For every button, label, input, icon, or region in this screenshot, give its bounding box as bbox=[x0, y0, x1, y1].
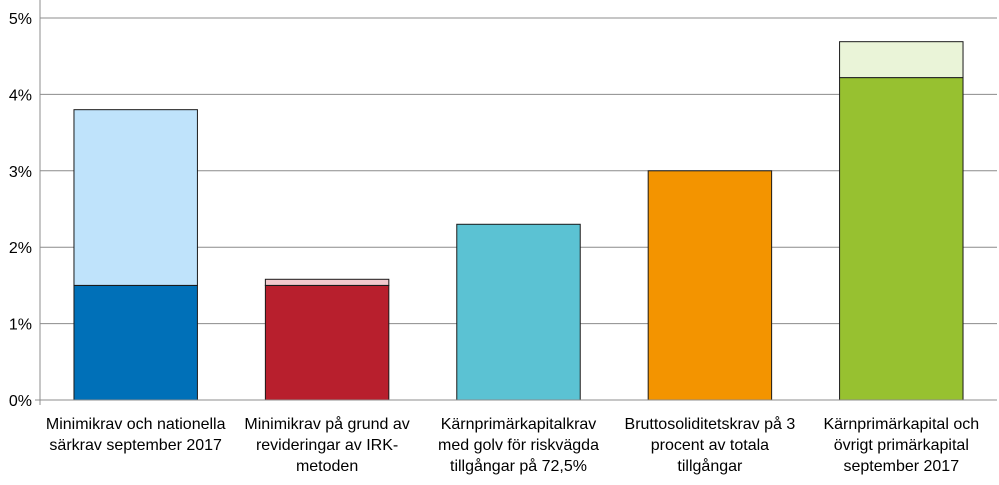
y-tick-label: 3% bbox=[9, 164, 32, 181]
x-category-label: Bruttosoliditetskrav på 3 procent av tota… bbox=[625, 415, 796, 475]
y-tick-label: 5% bbox=[9, 11, 32, 28]
bar-top-segment bbox=[839, 41, 964, 79]
bar-base-segment bbox=[456, 223, 581, 401]
bar-base-segment bbox=[264, 284, 390, 401]
y-tick-label: 2% bbox=[9, 240, 32, 257]
bar-base-segment bbox=[839, 77, 964, 401]
bar-top-segment bbox=[264, 278, 390, 286]
bar-base-segment bbox=[647, 170, 773, 401]
y-tick-label: 4% bbox=[9, 87, 32, 104]
x-category-label: Kärnprimärkapital och övrigt primärkapita… bbox=[823, 416, 979, 475]
bar-base-segment bbox=[73, 284, 198, 401]
x-category-label: Minimikrav och nationella särkrav septemb… bbox=[46, 416, 226, 454]
x-category-label: Minimikrav på grund av revideringar av IR… bbox=[244, 415, 409, 475]
x-category-label: Kärnprimärkapitalkrav med golv för riskvä… bbox=[438, 416, 599, 475]
y-tick-label: 1% bbox=[9, 317, 32, 334]
y-tick-label: 0% bbox=[9, 393, 32, 410]
bar-top-segment bbox=[73, 109, 198, 286]
